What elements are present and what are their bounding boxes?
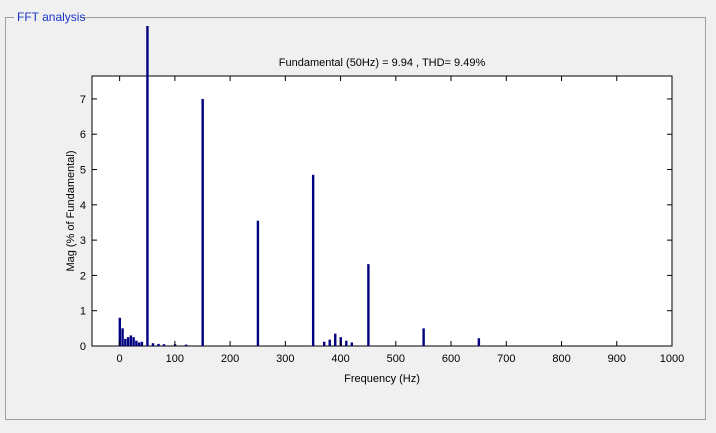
group-title-bg [14,10,80,24]
bar [311,174,315,346]
chart-title: Fundamental (50Hz) = 9.94 , THD= 9.49% [279,57,486,69]
bar [323,341,326,346]
axes [91,75,673,347]
bar [350,342,354,346]
bar [162,344,166,346]
x-tick-label: 800 [552,353,570,365]
bar [367,264,370,346]
bar [334,333,337,346]
bar [118,317,122,346]
x-tick-label: 900 [608,353,626,365]
bar [328,339,331,346]
group-title: FFT analysis [17,10,85,24]
x-tick-label: 700 [497,353,515,365]
y-tick-label: 1 [80,306,86,318]
bar [121,328,124,346]
x-tick-label: 200 [221,353,239,365]
y-tick-label: 4 [80,200,86,212]
x-tick-label: 600 [442,353,460,365]
bar [135,340,138,346]
bar [146,26,149,346]
bars [118,26,481,346]
bar [140,341,144,346]
x-tick-label: 100 [166,353,184,365]
y-tick-label: 3 [80,235,86,247]
bar [151,343,155,346]
x-tick-label: 1000 [660,353,684,365]
y-tick-label: 0 [80,341,86,353]
bar [201,98,204,346]
bar [256,220,260,346]
bar [477,338,481,346]
bar [137,342,141,346]
bar [132,337,135,346]
x-axis-label: Frequency (Hz) [344,373,420,385]
bar [184,344,188,346]
bar [345,340,348,346]
bar [129,335,133,346]
bar [157,343,160,346]
x-tick-label: 300 [276,353,294,365]
bar [126,337,130,346]
y-axis-label: Mag (% of Fundamental) [65,150,77,271]
y-tick-label: 7 [80,94,86,106]
x-tick-label: 500 [387,353,405,365]
bar [124,338,127,346]
group-box [5,17,706,420]
x-tick-label: 0 [117,353,123,365]
y-tick-label: 6 [80,129,86,141]
y-tick-label: 5 [80,165,86,177]
bar [422,328,425,346]
x-tick-label: 400 [331,353,349,365]
y-tick-label: 2 [80,270,86,282]
